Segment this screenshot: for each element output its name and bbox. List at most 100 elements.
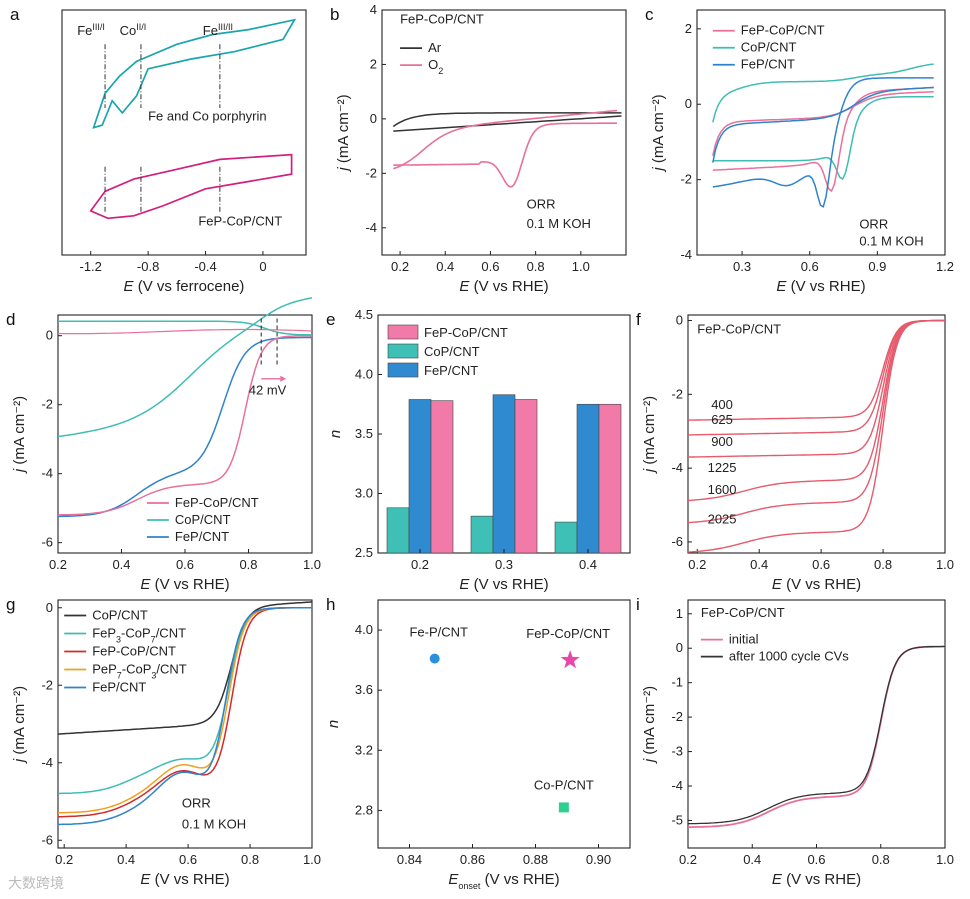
- point-label-fep-cop: FeP-CoP/CNT: [526, 626, 610, 641]
- ar-reverse: [393, 115, 622, 132]
- x-tick-label: 0.9: [868, 259, 886, 274]
- rpm-curve: [687, 319, 945, 502]
- panel-b: 0.2 0.4 0.6 0.8 1.0 -4 -2 0 2 4 E (V vs RHE) j (mA …: [330, 2, 627, 295]
- panel-letter: h: [326, 595, 335, 614]
- x-tick-label: 1.0: [303, 557, 321, 572]
- legend-swatch: [387, 362, 419, 378]
- y-tick-label: 0: [46, 328, 53, 343]
- y-axis-label: j (mA cm⁻²): [641, 686, 658, 764]
- ar-forward: [392, 112, 622, 128]
- note-orr: ORR: [859, 217, 888, 232]
- legend-label: FeP3-CoP7/CNT: [92, 626, 186, 645]
- legend-label: PeP7-CoP3/CNT: [92, 662, 187, 681]
- rpm-label: 900: [711, 434, 733, 449]
- x-tick-label: 0.6: [481, 259, 499, 274]
- series-label-porphyrin: Fe and Co porphyrin: [148, 108, 267, 123]
- rpm-label: 1600: [708, 482, 737, 497]
- cop-upper: [712, 63, 934, 123]
- plot-frame: [61, 9, 307, 256]
- after-cycles-curve: [687, 645, 945, 825]
- panel-letter: b: [330, 5, 339, 24]
- plot-frame: [377, 599, 631, 849]
- x-tick-label: 0.2: [391, 259, 409, 274]
- y-tick-label: -4: [680, 247, 692, 262]
- y-tick-label: 4.5: [355, 307, 373, 322]
- y-axis-label: j (mA cm⁻²): [641, 396, 658, 474]
- y-tick-label: 3.6: [355, 682, 373, 697]
- legend-label: FeP-CoP/CNT: [741, 23, 825, 38]
- panel-letter: d: [6, 310, 15, 329]
- fep-cop-upper: [712, 91, 934, 156]
- legend-swatch: [387, 343, 419, 359]
- y-tick-label: -4: [671, 460, 683, 475]
- x-tick-label: 1.0: [303, 852, 321, 867]
- x-tick-label: 0.8: [527, 259, 545, 274]
- panel-letter: e: [326, 310, 335, 329]
- legend-label: FeP/CNT: [741, 57, 795, 72]
- y-tick-label: -6: [671, 534, 683, 549]
- legend-label: FeP-CoP/CNT: [424, 325, 508, 340]
- bar: [514, 399, 538, 554]
- x-tick-label: 0.2: [411, 557, 429, 572]
- x-tick-label: -0.4: [194, 259, 216, 274]
- delta-label: 42 mV: [249, 382, 287, 397]
- x-tick-label: 0.86: [460, 852, 485, 867]
- peak-label: FeIII/II: [203, 22, 233, 38]
- x-tick-label: 1.0: [936, 557, 954, 572]
- y-tick-label: 1: [676, 606, 683, 621]
- y-tick-label: -4: [41, 755, 53, 770]
- point-label-co-p: Co-P/CNT: [534, 777, 594, 792]
- x-tick-label: 0.90: [586, 852, 611, 867]
- panel-letter: f: [636, 310, 641, 329]
- x-axis-label: Eonset (V vs RHE): [448, 871, 559, 891]
- o2-forward: [393, 122, 617, 188]
- y-tick-label: 4.0: [355, 367, 373, 382]
- note-electrolyte: 0.1 M KOH: [182, 817, 246, 832]
- y-tick-label: -6: [41, 832, 53, 847]
- y-axis-label: n: [325, 720, 342, 728]
- delta-arrowhead: [280, 375, 287, 382]
- legend-label: after 1000 cycle CVs: [729, 649, 849, 664]
- x-tick-label: 0.3: [495, 557, 513, 572]
- point-fe-p: [429, 653, 440, 664]
- rpm-label: 2025: [708, 511, 737, 526]
- y-tick-label: -2: [365, 165, 377, 180]
- peak-label: FeIII/I: [77, 22, 105, 38]
- y-tick-label: 2: [370, 56, 377, 71]
- x-tick-label: 1.0: [936, 852, 954, 867]
- y-tick-label: -1: [671, 675, 683, 690]
- bar: [576, 403, 600, 554]
- cv-fep-cop: [89, 153, 293, 220]
- bar: [554, 521, 578, 554]
- o2-reverse: [393, 109, 618, 170]
- x-tick-label: 0.6: [801, 259, 819, 274]
- y-tick-label: 0: [370, 111, 377, 126]
- point-fep-cop: [560, 650, 580, 669]
- legend-label: FeP/CNT: [424, 363, 478, 378]
- x-tick-label: 0.4: [743, 852, 761, 867]
- bar: [386, 507, 410, 554]
- cop-baseline: [58, 320, 313, 336]
- rpm-curve: [687, 319, 945, 524]
- point-co-p: [558, 802, 569, 813]
- fep-cop-lsv: [57, 334, 312, 516]
- panel-c: 0.3 0.6 0.9 1.2 -4 -2 0 2 E (V vs RHE) j (mA cm⁻²…: [645, 5, 954, 295]
- y-axis-label: n: [327, 430, 344, 438]
- bar: [408, 399, 432, 554]
- x-axis-label: E (V vs RHE): [772, 576, 861, 593]
- point-label-fe-p: Fe-P/CNT: [409, 625, 468, 640]
- plot-frame: [381, 9, 627, 256]
- y-tick-label: 3.0: [355, 486, 373, 501]
- x-tick-label: -1.2: [80, 259, 102, 274]
- x-axis-label: E (V vs RHE): [459, 576, 548, 593]
- x-tick-label: 0.2: [688, 557, 706, 572]
- legend-label: CoP/CNT: [424, 344, 480, 359]
- legend-label: FeP/CNT: [92, 680, 146, 695]
- panel-g: 0.2 0.4 0.6 0.8 1.0 -6 -4 -2 0 E (V vs RHE) j (mA …: [6, 595, 321, 888]
- legend-label: FeP-CoP/CNT: [92, 644, 176, 659]
- panel-letter: i: [636, 595, 640, 614]
- fep-lsv: [57, 336, 312, 518]
- panel-d: 0.2 0.4 0.6 0.8 1.0 -6 -4 -2 0 E (V vs RHE) j (mA …: [6, 297, 321, 593]
- legend-label: CoP/CNT: [92, 608, 148, 623]
- legend-label: CoP/CNT: [175, 512, 231, 527]
